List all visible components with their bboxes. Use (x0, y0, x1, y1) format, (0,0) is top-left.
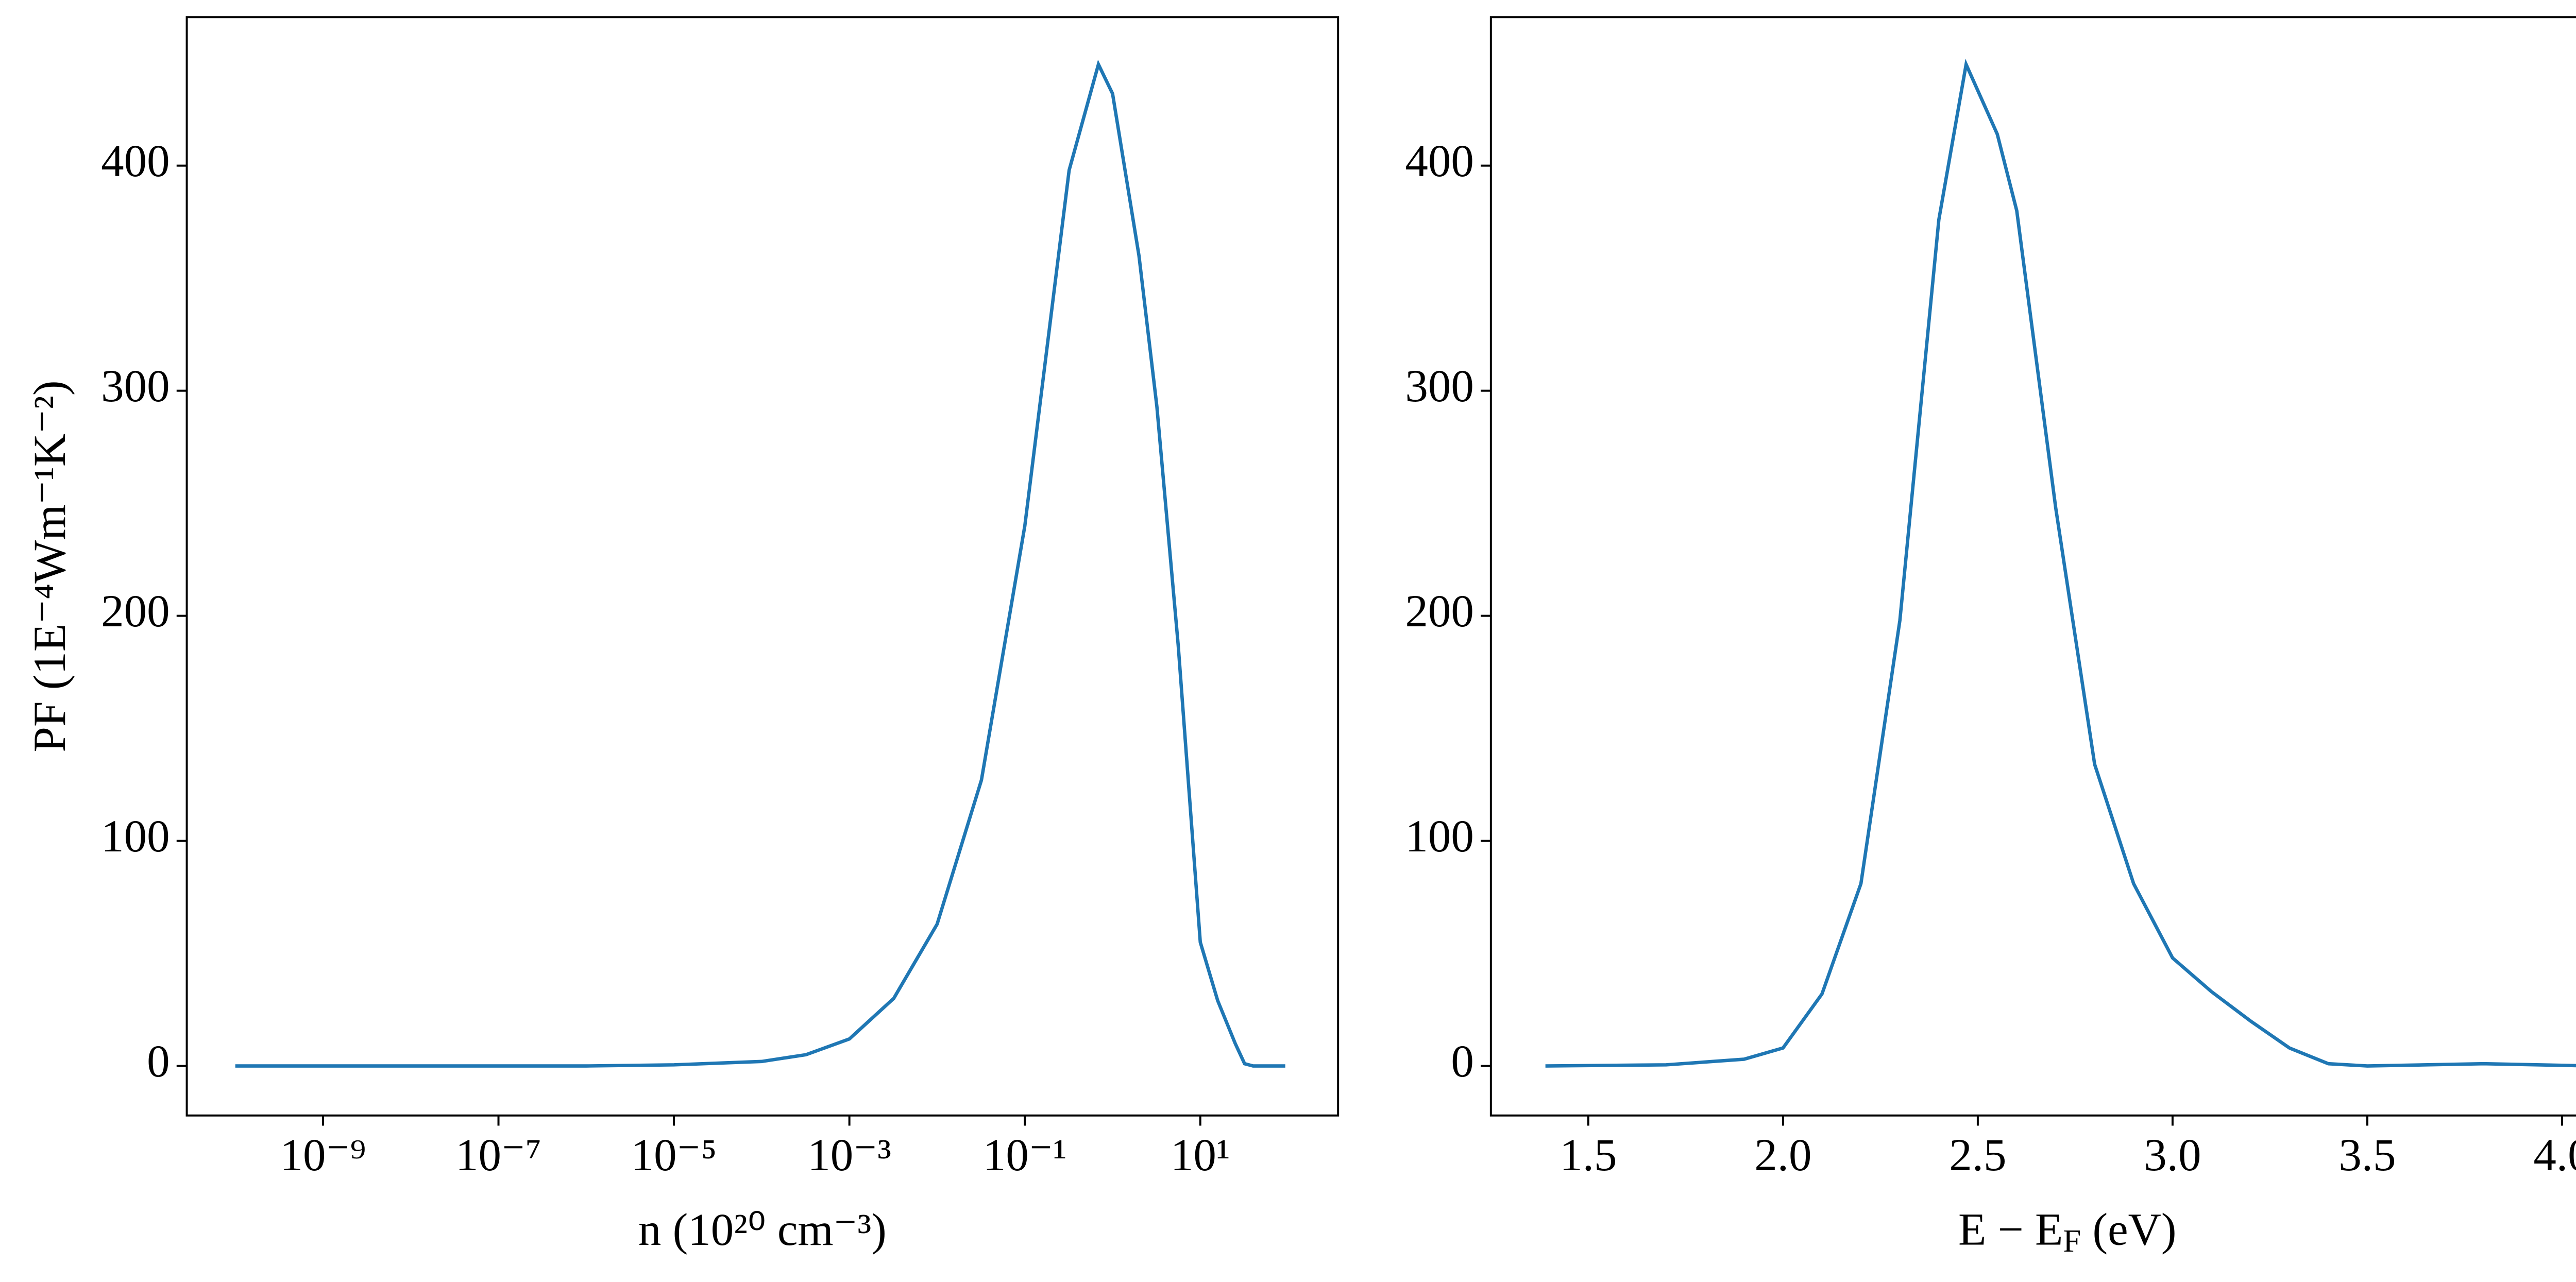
plot-frame (1489, 16, 2576, 1117)
x-tick-label: 1.5 (1560, 1130, 1617, 1181)
y-tick-label: 400 (1405, 136, 1473, 186)
plot-frame (185, 16, 1340, 1117)
x-tick-label: 10⁻³ (807, 1130, 891, 1181)
x-tick-label: 10⁻⁵ (631, 1130, 717, 1181)
x-tick-label: 10¹ (1171, 1130, 1230, 1181)
x-axis-label: E − EF (eV) (1958, 1205, 2176, 1259)
y-tick-label: 300 (1405, 361, 1473, 412)
x-tick-label: 3.5 (2338, 1130, 2396, 1181)
x-axis-label: n (10²⁰ cm⁻³) (638, 1205, 887, 1255)
y-tick-label: 0 (147, 1036, 170, 1087)
x-tick-label: 4.0 (2533, 1130, 2576, 1181)
y-tick-label: 400 (101, 136, 170, 186)
data-line (235, 59, 1285, 1068)
x-tick-label: 10⁻⁹ (280, 1130, 366, 1181)
x-tick-label: 2.5 (1949, 1130, 2006, 1181)
y-axis-label: PF (1E⁻⁴Wm⁻¹K⁻²) (25, 380, 75, 752)
x-tick-label: 3.0 (2144, 1130, 2201, 1181)
y-tick-label: 0 (1451, 1036, 1473, 1087)
y-tick-label: 100 (1405, 811, 1473, 862)
x-tick-label: 10⁻¹ (983, 1130, 1067, 1181)
x-tick-label: 10⁻⁷ (455, 1130, 541, 1181)
y-tick-label: 300 (101, 361, 170, 412)
data-line (1545, 58, 2576, 1068)
y-tick-label: 200 (101, 586, 170, 637)
y-tick-label: 200 (1405, 586, 1473, 637)
y-tick-label: 100 (101, 811, 170, 862)
x-tick-label: 2.0 (1754, 1130, 1811, 1181)
